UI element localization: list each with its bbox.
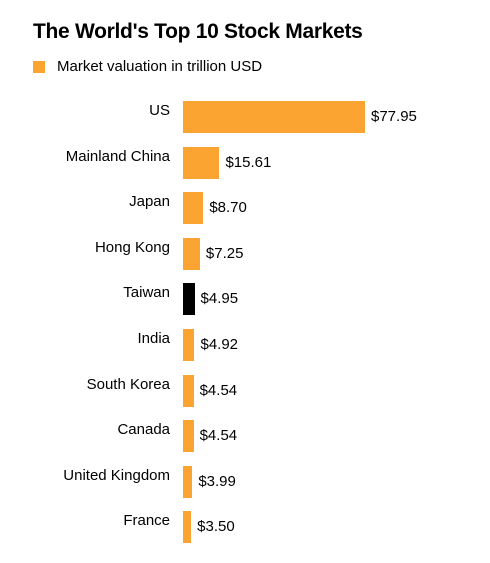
category-label: Canada xyxy=(117,421,170,439)
category-label: South Korea xyxy=(86,375,170,393)
bar xyxy=(183,329,195,361)
category-label: Mainland China xyxy=(65,147,170,165)
bar xyxy=(183,374,194,407)
category-label: Hong Kong xyxy=(94,238,170,256)
bar xyxy=(183,465,193,498)
bar xyxy=(183,146,220,179)
legend: Market valuation in trillion USD xyxy=(33,58,262,75)
chart-title: The World's Top 10 Stock Markets xyxy=(33,20,363,43)
value-label: $15.61 xyxy=(225,153,272,171)
bar xyxy=(183,283,195,316)
category-label: Japan xyxy=(129,193,170,211)
bar xyxy=(183,420,194,453)
value-label: $7.25 xyxy=(205,244,244,262)
bar xyxy=(183,237,200,270)
value-label: $4.54 xyxy=(199,381,238,399)
value-label: $3.50 xyxy=(197,518,235,536)
category-label: Taiwan xyxy=(123,284,170,302)
category-label: United Kingdom xyxy=(63,466,170,484)
legend-label: Market valuation in trillion USD xyxy=(57,58,263,75)
bar xyxy=(183,101,365,133)
value-label: $8.70 xyxy=(209,199,247,217)
value-label: $4.92 xyxy=(200,336,239,353)
value-label: $4.95 xyxy=(200,290,239,308)
value-label: $77.95 xyxy=(371,108,417,125)
bar xyxy=(183,511,192,544)
category-label: France xyxy=(123,512,170,530)
category-label: India xyxy=(137,330,170,347)
category-label: US xyxy=(149,102,170,119)
legend-swatch xyxy=(33,60,45,73)
bar xyxy=(183,192,204,225)
value-label: $3.99 xyxy=(198,472,236,490)
value-label: $4.54 xyxy=(199,427,238,445)
